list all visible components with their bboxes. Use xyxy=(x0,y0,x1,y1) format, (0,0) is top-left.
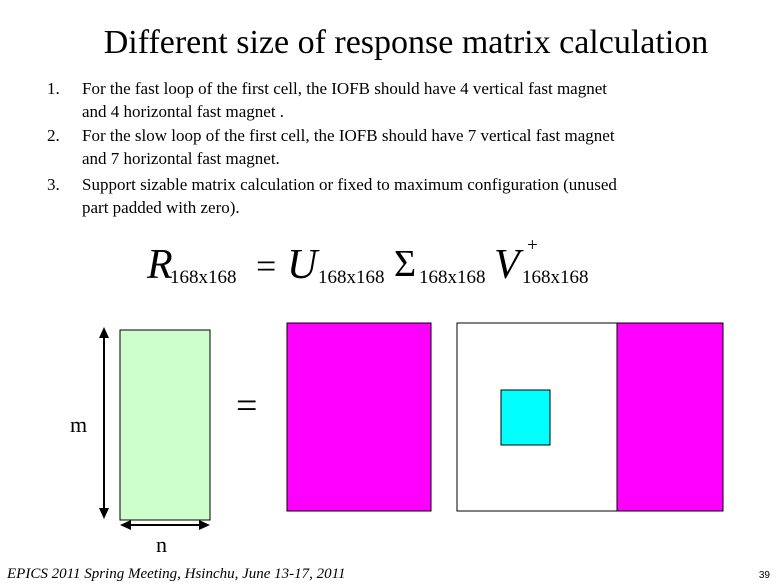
eq-subscript: 168x168 xyxy=(419,267,486,288)
title: Different size of response matrix calcul… xyxy=(104,24,709,61)
matrix-a xyxy=(119,329,211,521)
list-text: Support sizable matrix calculation or fi… xyxy=(82,175,617,194)
matrix-v xyxy=(616,322,724,512)
diagram-equals: = xyxy=(236,385,257,427)
eq-symbol: U xyxy=(287,242,320,288)
list: 1. For the fast loop of the first cell, … xyxy=(47,79,617,217)
page-number: 39 xyxy=(759,570,771,581)
list-text: For the slow loop of the first cell, the… xyxy=(82,126,615,145)
footer: EPICS 2011 Spring Meeting, Hsinchu, June… xyxy=(6,566,346,582)
equation: R 168x168 = U 168x168 Σ 168x168 V + 168x… xyxy=(146,235,589,288)
list-text: For the fast loop of the first cell, the… xyxy=(82,79,607,98)
list-text: part padded with zero). xyxy=(82,198,240,217)
eq-symbol: V xyxy=(494,242,524,288)
cols-label: n xyxy=(156,532,167,557)
list-text: and 7 horizontal fast magnet. xyxy=(82,149,280,168)
list-number: 1. xyxy=(47,79,60,98)
eq-subscript: 168x168 xyxy=(170,267,237,288)
matrix-u xyxy=(286,322,432,512)
eq-superscript: + xyxy=(527,235,538,256)
list-text: and 4 horizontal fast magnet . xyxy=(82,102,284,121)
arrow-heads xyxy=(120,520,210,530)
eq-symbol: R xyxy=(146,242,173,288)
eq-equals: = xyxy=(256,246,276,286)
list-number: 2. xyxy=(47,126,60,145)
diagram: m n = xyxy=(70,322,724,557)
sigma-block xyxy=(500,389,551,446)
eq-subscript: 168x168 xyxy=(318,267,385,288)
eq-symbol: Σ xyxy=(394,243,416,285)
eq-subscript: 168x168 xyxy=(522,267,589,288)
list-number: 3. xyxy=(47,175,60,194)
rows-label: m xyxy=(70,412,87,437)
